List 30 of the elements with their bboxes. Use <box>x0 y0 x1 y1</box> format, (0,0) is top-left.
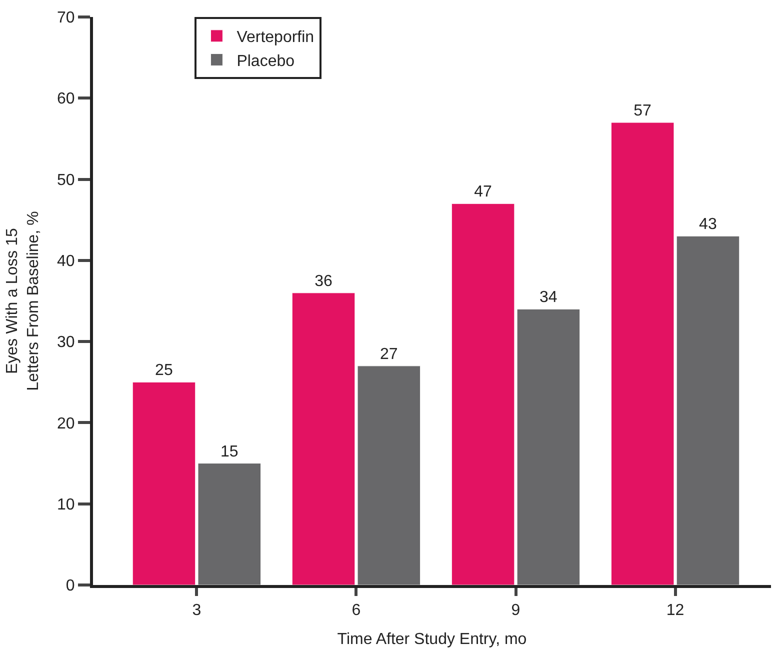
data-label: 15 <box>220 443 238 460</box>
bar <box>198 463 262 585</box>
y-tick-label: 40 <box>57 253 75 270</box>
bar <box>610 122 674 585</box>
bar <box>676 236 740 585</box>
bar <box>292 292 356 585</box>
data-label: 34 <box>540 289 558 306</box>
data-label: 57 <box>634 102 652 120</box>
y-tick-label: 30 <box>57 334 75 352</box>
y-axis-title: Eyes With a Loss 15 Letters From Baseline, % <box>4 211 42 391</box>
bar <box>357 366 421 585</box>
legend-label: Placebo <box>236 52 295 70</box>
y-tick-label: 0 <box>66 578 75 595</box>
bar <box>132 382 196 585</box>
x-axis-title: Time After Study Entry, mo <box>337 630 527 648</box>
y-tick-label: 50 <box>57 172 75 189</box>
y-tick-label: 10 <box>57 496 75 514</box>
x-tick-label: 6 <box>352 602 361 620</box>
x-tick-label: 12 <box>666 602 684 620</box>
x-tick-label: 9 <box>511 602 520 620</box>
data-label: 43 <box>699 216 717 234</box>
y-tick-label: 60 <box>57 90 75 108</box>
data-label: 36 <box>314 272 332 290</box>
data-label: 25 <box>155 362 173 380</box>
data-label: 27 <box>380 346 398 363</box>
y-tick-label: 20 <box>57 415 75 432</box>
x-tick-label: 3 <box>192 602 202 620</box>
y-tick-label: 70 <box>57 10 75 27</box>
data-label: 47 <box>474 184 492 201</box>
legend-label: Verteporfin <box>236 29 314 46</box>
